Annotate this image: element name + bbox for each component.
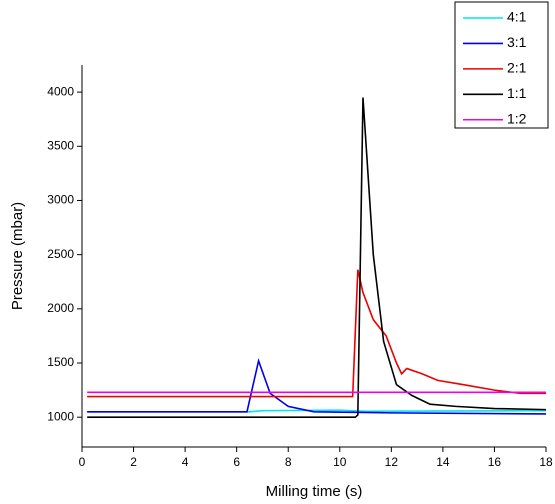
y-tick-label: 4000: [47, 84, 74, 98]
legend-label: 1:2: [507, 110, 527, 126]
y-tick-label: 3500: [47, 138, 74, 152]
x-tick-label: 14: [436, 455, 450, 469]
y-tick-label: 2000: [47, 301, 74, 315]
x-tick-label: 0: [79, 455, 86, 469]
y-tick-label: 1500: [47, 355, 74, 369]
legend-label: 4:1: [507, 9, 527, 25]
y-tick-label: 1000: [47, 409, 74, 423]
series-line: [87, 97, 547, 418]
x-tick-label: 10: [333, 455, 347, 469]
x-tick-label: 4: [182, 455, 189, 469]
y-axis-label: Pressure (mbar): [9, 202, 26, 310]
x-axis-label: Milling time (s): [266, 483, 363, 500]
series-line: [87, 269, 546, 398]
x-tick-label: 12: [385, 455, 399, 469]
x-tick-label: 2: [130, 455, 137, 469]
x-tick-label: 6: [233, 455, 240, 469]
series-line: [87, 357, 547, 415]
y-tick-label: 2500: [47, 247, 74, 261]
y-tick-label: 3000: [47, 193, 74, 207]
x-tick-label: 16: [488, 455, 502, 469]
x-tick-label: 18: [539, 455, 553, 469]
x-tick-label: 8: [285, 455, 292, 469]
legend-box: [454, 1, 549, 129]
legend-label: 1:1: [507, 85, 527, 101]
legend-label: 2:1: [507, 60, 527, 76]
legend-label: 3:1: [507, 34, 527, 50]
